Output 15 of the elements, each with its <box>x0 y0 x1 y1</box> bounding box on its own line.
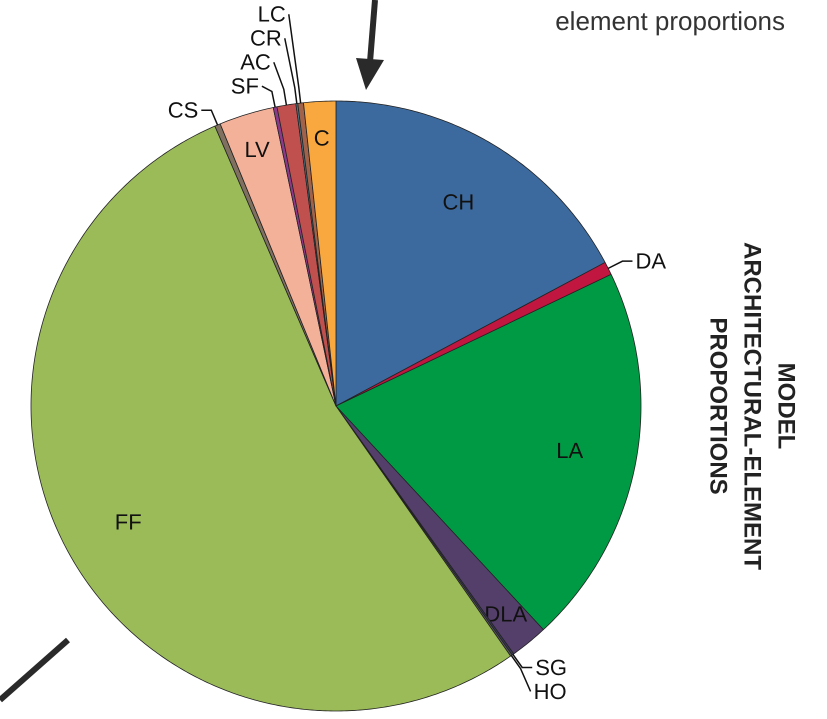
slice-label: HO <box>534 678 567 704</box>
slice-label: AC <box>240 50 271 75</box>
slice-label: CH <box>442 189 474 214</box>
slice-label: CR <box>250 26 282 51</box>
slice-label: LV <box>244 136 270 162</box>
slice-label: C <box>314 125 330 150</box>
slice-label: SF <box>230 74 259 99</box>
slice-label: SG <box>535 654 568 680</box>
slice-label: DA <box>635 248 666 274</box>
text: MODEL ARCHITECTURAL-ELEMENT PROPORTIONS <box>704 242 800 570</box>
slice-label: LC <box>258 2 286 27</box>
slice-label: CS <box>168 98 198 123</box>
text: element proportions <box>555 6 786 36</box>
slice-label: FF <box>114 509 142 534</box>
slice-label: LA <box>556 438 584 464</box>
